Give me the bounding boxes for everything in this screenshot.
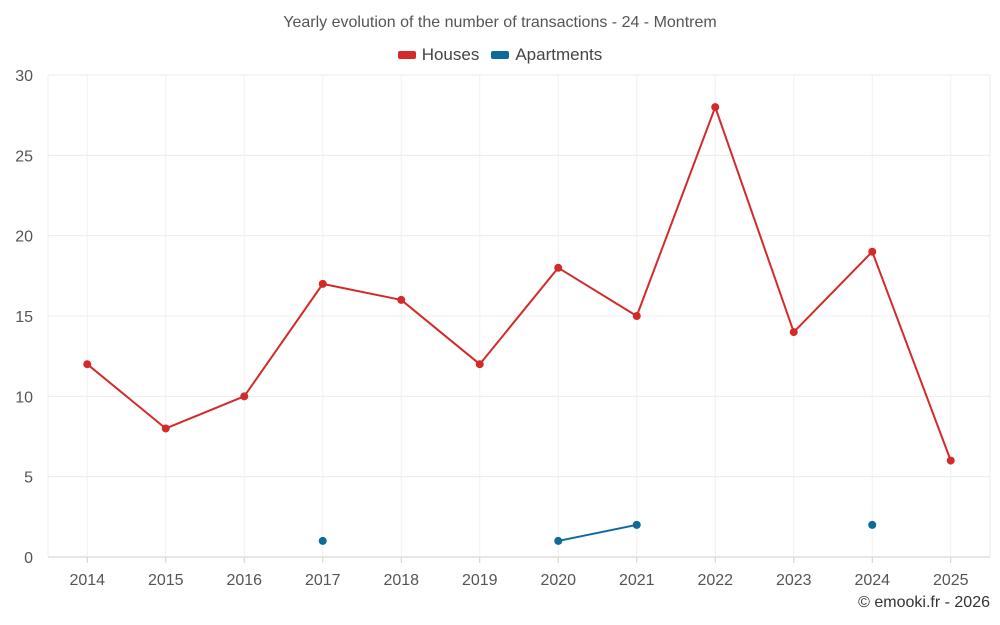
x-tick-label: 2024 [854, 572, 890, 589]
data-point-houses-2017 [318, 279, 327, 288]
data-point-apartments-2017 [318, 536, 327, 545]
x-tick-label: 2015 [148, 572, 184, 589]
series-line-houses [86, 106, 952, 461]
x-tick-label: 2025 [933, 572, 969, 589]
legend-label-houses: Houses [421, 45, 480, 64]
x-tick-label: 2014 [69, 572, 105, 589]
data-point-houses-2014 [83, 360, 92, 369]
y-tick-label: 25 [15, 148, 33, 165]
x-tick-label: 2022 [697, 572, 733, 589]
data-point-houses-2022 [711, 103, 720, 112]
legend-label-apartments: Apartments [515, 45, 603, 64]
legend-swatch-houses [397, 51, 416, 59]
data-point-houses-2024 [868, 247, 877, 256]
data-point-houses-2015 [161, 424, 170, 433]
legend: Houses Apartments [0, 45, 1000, 65]
data-point-apartments-2020 [554, 536, 563, 545]
y-tick-label: 15 [15, 309, 33, 326]
series-line-apartments [558, 523, 637, 542]
x-tick-label: 2017 [305, 572, 341, 589]
data-point-houses-2016 [240, 392, 249, 401]
data-point-houses-2021 [632, 312, 641, 320]
legend-item-apartments[interactable]: Apartments [491, 45, 602, 65]
x-tick-label: 2020 [540, 572, 576, 589]
y-tick-label: 5 [24, 470, 33, 487]
data-point-apartments-2021 [632, 520, 641, 529]
y-tick-label: 20 [15, 229, 33, 246]
x-tick-label: 2019 [462, 572, 498, 589]
y-tick-label: 10 [15, 389, 33, 406]
data-point-houses-2025 [946, 456, 955, 465]
data-point-houses-2023 [789, 328, 798, 337]
y-tick-label: 30 [15, 68, 33, 85]
x-tick-label: 2016 [226, 572, 262, 589]
credit-text: © emooki.fr - 2026 [858, 594, 990, 611]
data-point-apartments-2024 [868, 520, 877, 529]
chart-title: Yearly evolution of the number of transa… [283, 14, 717, 31]
x-tick-label: 2018 [383, 572, 419, 589]
y-tick-label: 0 [24, 550, 33, 567]
legend-swatch-apartments [491, 51, 510, 59]
data-point-houses-2020 [554, 263, 563, 272]
x-tick-label: 2021 [619, 572, 655, 589]
legend-item-houses[interactable]: Houses [397, 45, 480, 65]
data-point-houses-2018 [397, 295, 406, 304]
x-tick-label: 2023 [776, 572, 812, 589]
data-point-houses-2019 [475, 360, 484, 369]
